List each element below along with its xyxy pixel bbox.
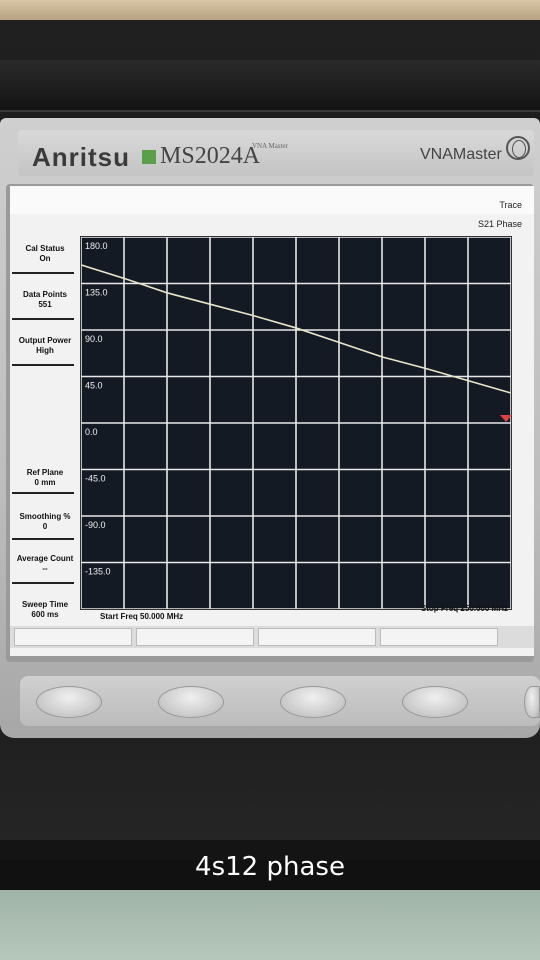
caption-band [0,840,540,890]
y-tick-label-bg [83,332,117,345]
photo-caption: 4s12 phase [195,852,345,882]
reference-marker-icon [500,415,512,422]
divider [12,364,74,366]
data-point [424,367,426,370]
hardware-key-2[interactable] [158,686,224,718]
data-point [252,314,254,317]
softkey-3[interactable] [258,628,376,646]
divider [12,318,74,320]
divider [12,492,74,494]
sweep-time-title: Sweep Time [21,600,69,609]
y-tick-label-bg [83,378,117,392]
softkey-1[interactable] [14,628,132,646]
ref-plane-title: Ref Plane [26,468,64,477]
hardware-key-1[interactable] [36,686,102,718]
hardware-key-5[interactable] [524,686,540,718]
cal-status-title: Cal Status [25,244,65,253]
y-tick-label: 45.0 [85,381,103,391]
start-frequency: Start Freq 50.000 MHz [100,612,184,621]
cal-status-value: On [39,254,51,263]
data-point [80,264,82,266]
brand-logo: Anritsu [32,142,130,172]
product-name: VNAMaster [420,146,502,163]
data-point [123,277,125,280]
brand-square-icon [142,150,156,164]
y-tick-label: 135.0 [85,288,108,298]
average-count-value: -- [42,564,48,573]
data-points: Data Points 551 [10,290,80,310]
hardware-key-4[interactable] [402,686,468,718]
average-count-title: Average Count [16,554,74,563]
analyzer-screen: Trace S21 Phase Cal Status On Data Point… [10,186,534,656]
y-tick-label-bg [83,564,117,578]
hardware-key-3[interactable] [280,686,346,718]
ref-plane-value: 0 mm [34,478,56,487]
globe-icon [506,136,530,160]
data-point [381,356,383,358]
y-tick-label: -90.0 [85,520,106,530]
y-tick-label: 180.0 [85,241,108,251]
y-tick-label-bg [83,471,117,485]
divider [12,538,74,540]
smoothing-title: Smoothing % [19,512,71,521]
smoothing: Smoothing % 0 [10,512,80,532]
smoothing-value: 0 [42,522,48,531]
divider [12,272,74,274]
sweep-time-value: 600 ms [31,610,59,619]
data-point [295,327,297,329]
output-power-title: Output Power [18,336,72,345]
y-tick-label: 0.0 [85,427,98,437]
model-subtitle: VNA Master [252,142,288,150]
data-point [467,379,469,382]
output-power: Output Power High [10,336,80,356]
y-tick-label-bg [83,285,117,299]
trace-label: Trace [499,200,522,210]
divider [12,582,74,584]
data-point [209,303,211,305]
y-tick-label: -45.0 [85,474,106,484]
screen-titlebar [10,186,534,214]
y-tick-label-bg [83,239,117,252]
case-strap [0,60,540,112]
y-tick-label-bg [83,425,117,438]
data-point [338,341,340,344]
model-name: MS2024A [160,143,261,169]
softkey-bar [10,626,534,648]
trace-name: S21 Phase [477,219,522,229]
data-points-title: Data Points [22,290,67,299]
output-power-value: High [36,346,54,355]
ref-plane: Ref Plane 0 mm [10,468,80,488]
softkey-2[interactable] [136,628,254,646]
status-side-panel: Cal Status On Data Points 551 Output Pow… [10,230,80,625]
data-point [166,292,168,294]
sweep-time: Sweep Time 600 ms [10,600,80,620]
floor-background [0,890,540,960]
y-tick-label: 90.0 [85,334,103,344]
average-count: Average Count -- [10,554,80,574]
brand-bar [18,130,534,176]
y-tick-label: -135.0 [85,567,111,577]
phase-chart: 180.0 135.0 90.0 45.0 0.0 -45.0 -90.0 -135.0 [80,236,512,610]
softkey-4[interactable] [380,628,498,646]
y-tick-label-bg [83,518,117,531]
cal-status: Cal Status On [10,244,80,264]
phase-plot: 180.0 135.0 90.0 45.0 0.0 -45.0 -90.0 -135.0 [80,236,512,610]
data-points-value: 551 [38,300,52,309]
stop-frequency: Stop Freq 250.000 MHz [420,604,508,613]
